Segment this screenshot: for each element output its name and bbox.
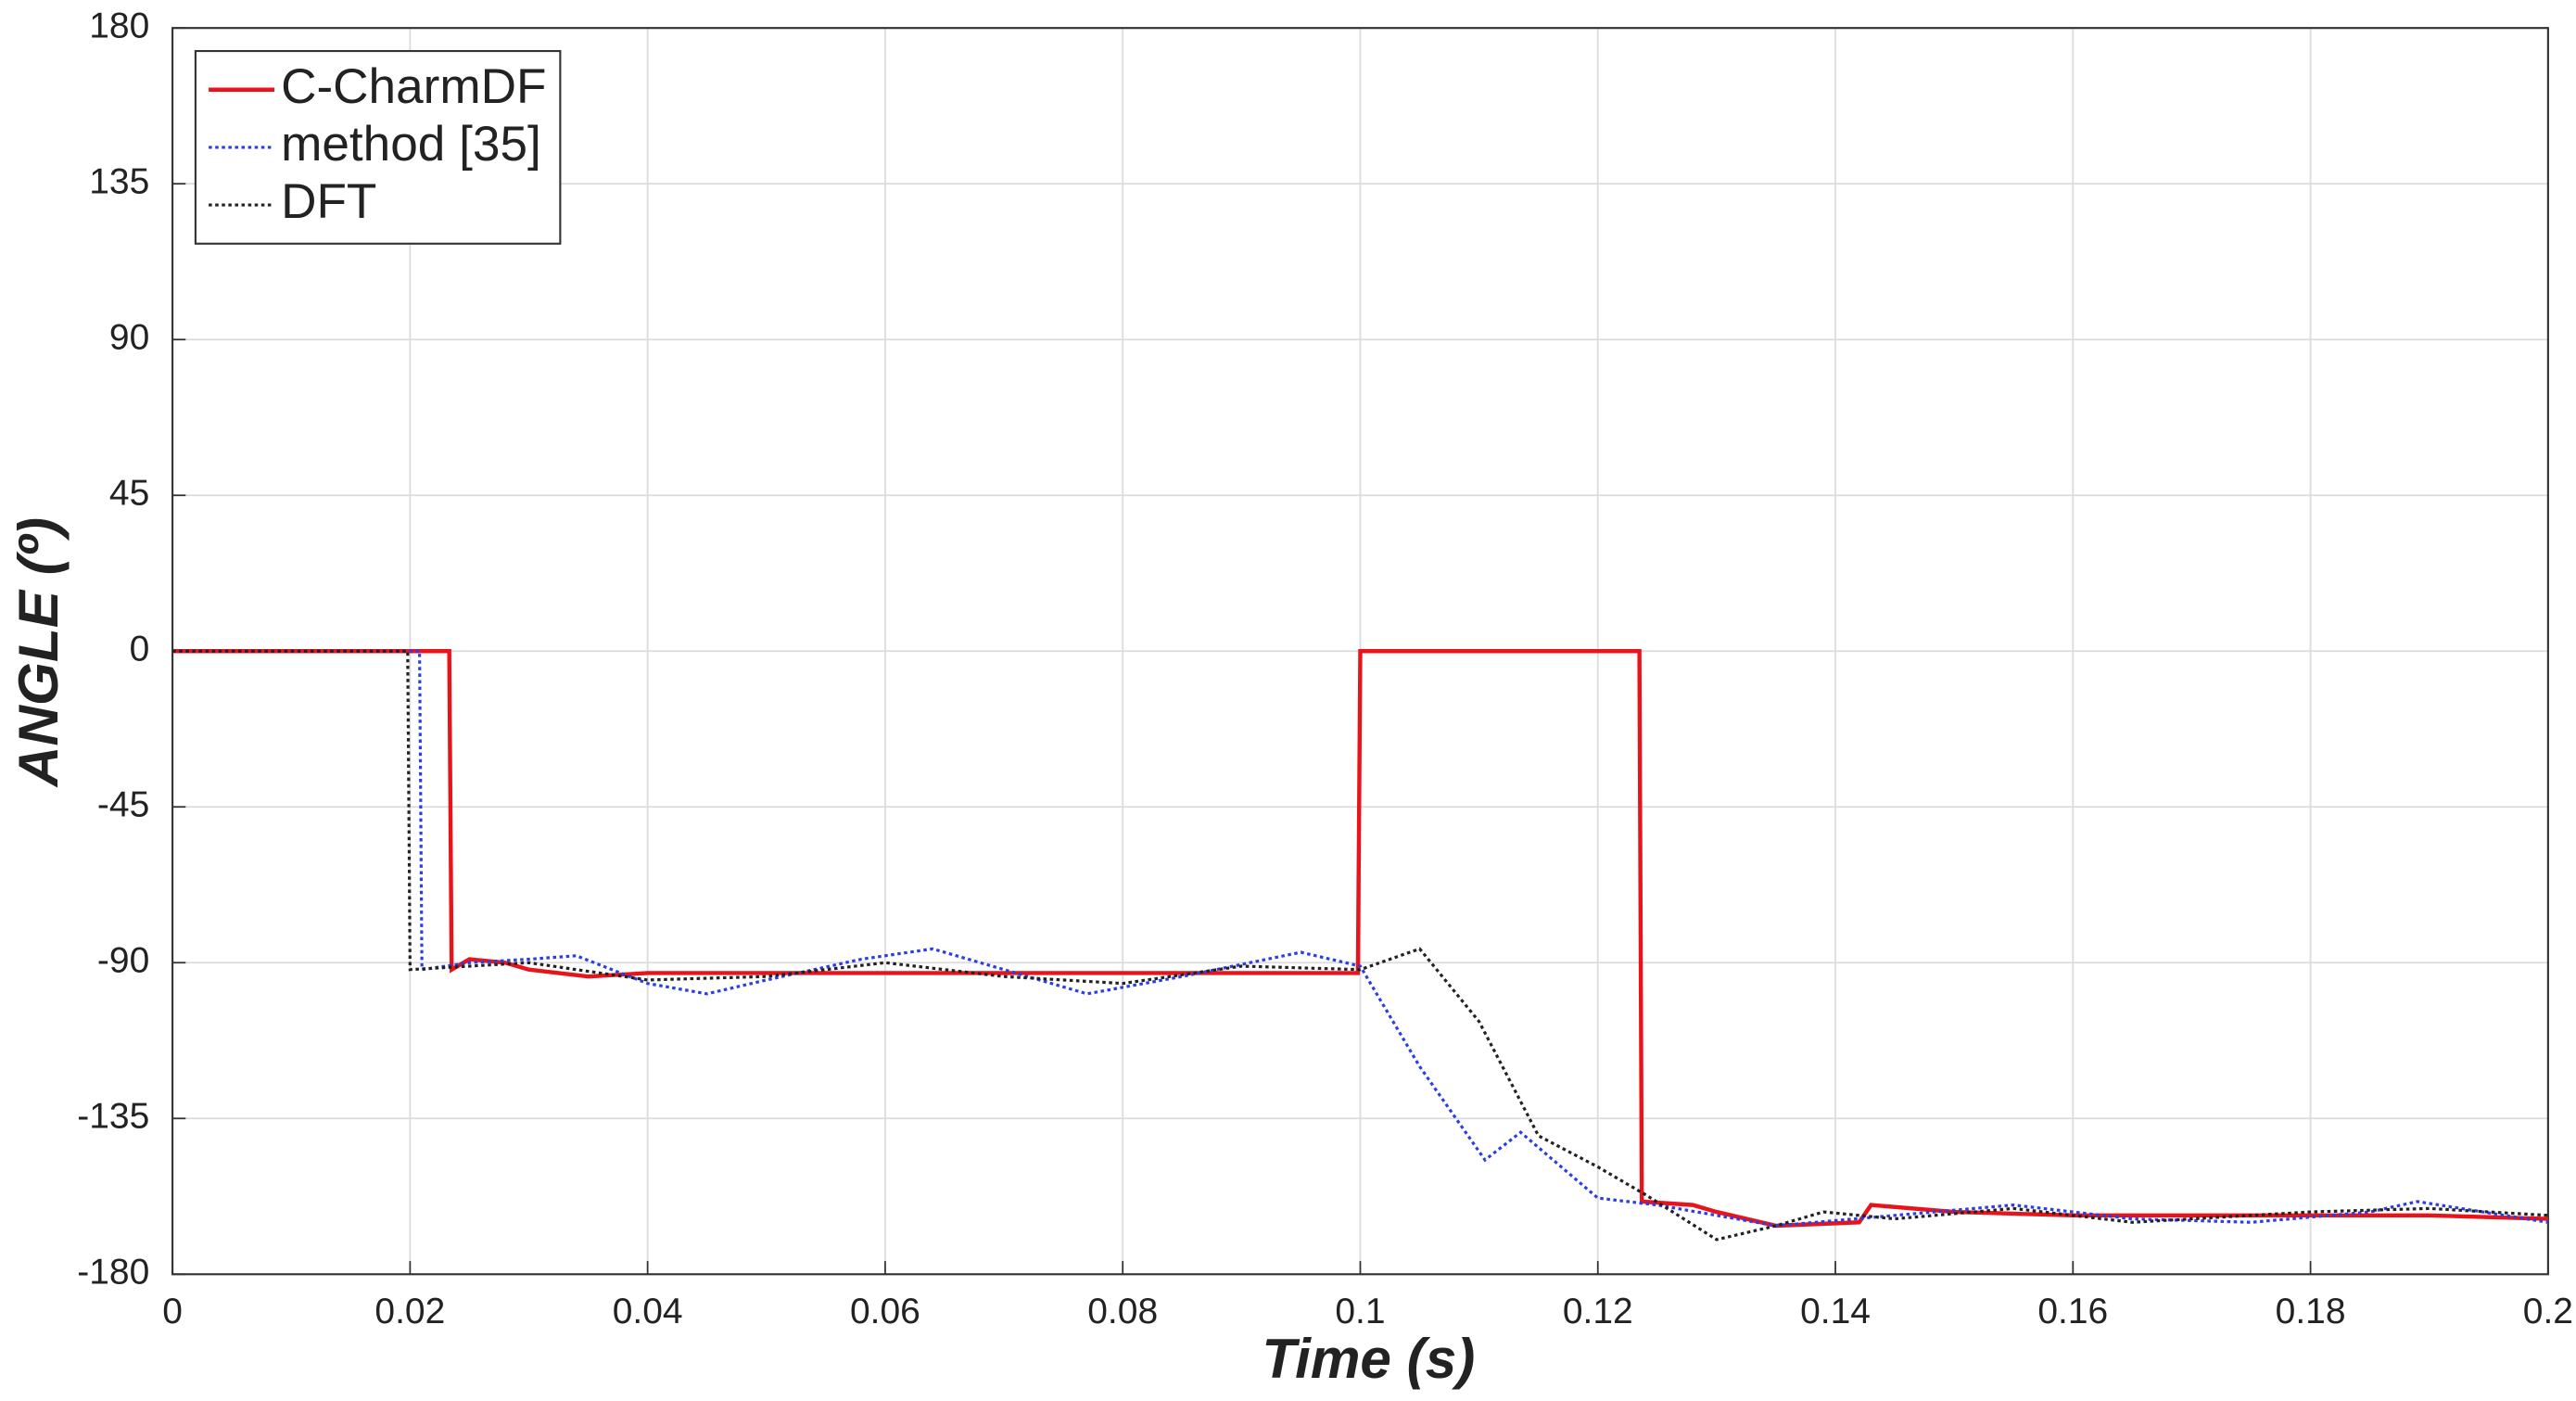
x-tick-label: 0.06 [850, 1292, 920, 1331]
x-tick-label: 0.18 [2276, 1292, 2346, 1331]
x-tick-label: 0.04 [613, 1292, 683, 1331]
x-tick-label: 0.16 [2037, 1292, 2108, 1331]
series-line [172, 649, 2549, 1228]
x-tick-label: 0 [162, 1292, 183, 1331]
x-tick-label: 0.08 [1087, 1292, 1158, 1331]
series-line [172, 649, 2548, 1242]
x-axis-label: Time (s) [1262, 1327, 1475, 1390]
x-tick-label: 0.1 [1335, 1292, 1385, 1331]
y-tick-label: 135 [89, 161, 149, 201]
series-line [172, 649, 2548, 1229]
x-tick-label: 0.2 [2523, 1292, 2573, 1331]
y-tick-label: 45 [109, 474, 149, 514]
y-tick-label: -135 [77, 1097, 149, 1137]
y-tick-label: -45 [97, 785, 149, 825]
y-tick-label: -180 [77, 1253, 149, 1293]
x-tick-label: 0.12 [1563, 1292, 1633, 1331]
y-tick-label: 0 [130, 630, 150, 669]
x-tick-label: 0.14 [1800, 1292, 1871, 1331]
y-tick-label: -90 [97, 941, 149, 981]
y-axis-label: ANGLE (º) [6, 517, 70, 788]
y-tick-label: 90 [109, 317, 149, 357]
y-tick-label: 180 [89, 6, 149, 45]
x-tick-label: 0.02 [374, 1292, 445, 1331]
legend-label: C-CharmDF [281, 59, 546, 114]
legend-label: method [35] [281, 117, 541, 172]
legend-label: DFT [281, 174, 376, 229]
